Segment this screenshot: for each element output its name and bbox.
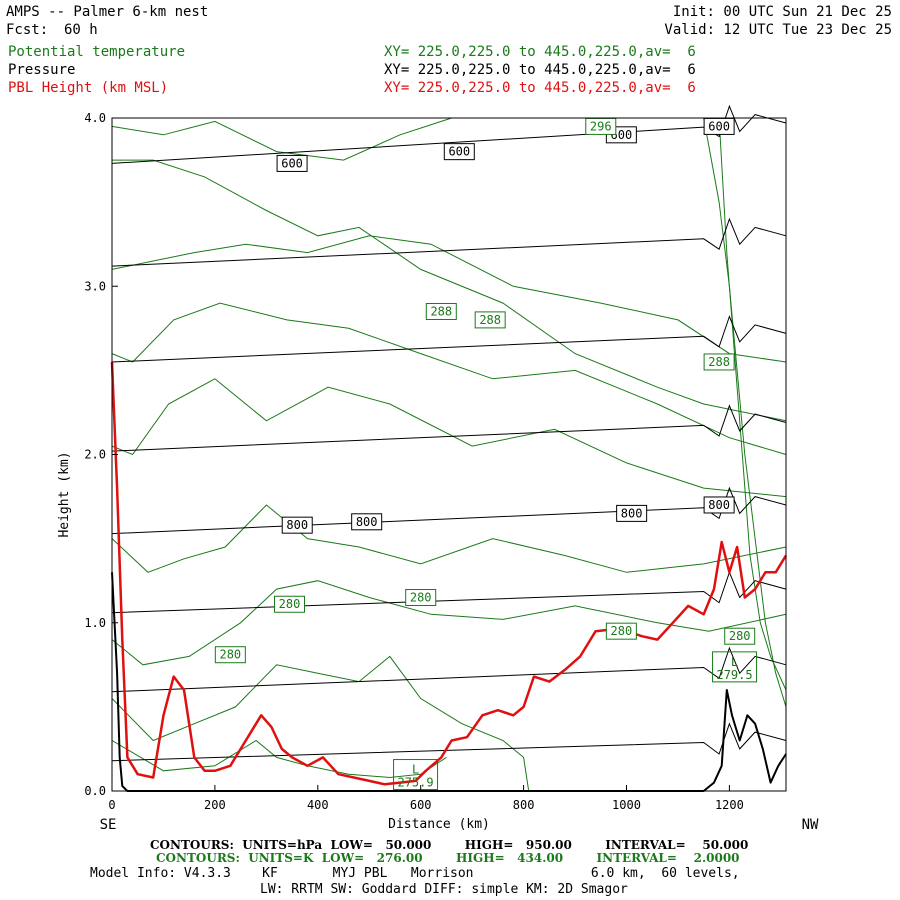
- theta-contour-line: [111, 378, 787, 498]
- y-tick-label: 1.0: [84, 616, 106, 630]
- x-tick-label: 0: [108, 798, 115, 812]
- contour-label-text: 800: [621, 506, 643, 520]
- contour-label-text: 280: [611, 624, 633, 638]
- left-end-label: SE: [100, 817, 117, 833]
- footer-pressure-contours: CONTOURS: UNITS=hPa LOW= 50.000 HIGH= 95…: [150, 838, 749, 852]
- pressure-contour-line: [111, 404, 787, 452]
- x-tick-label: 600: [410, 798, 432, 812]
- pressure-contour-line: [111, 646, 787, 693]
- low-marker-letter: L: [731, 655, 738, 669]
- contour-label-box: [605, 622, 637, 640]
- contour-label-text: 280: [729, 629, 751, 643]
- pressure-contour-line: [111, 217, 787, 267]
- y-tick-label: 0.0: [84, 784, 106, 798]
- contour-label-text: 288: [479, 313, 501, 327]
- theta-contour-line: [111, 504, 787, 573]
- theta-contour-line: [718, 117, 787, 691]
- y-tick-label: 2.0: [84, 448, 106, 462]
- low-marker-box: [712, 651, 758, 683]
- data-series: [110, 361, 788, 792]
- contour-label-text: 600: [708, 119, 730, 133]
- contour-label-text: 600: [281, 156, 303, 170]
- terrain-line: [111, 572, 787, 792]
- low-marker-box: [393, 759, 439, 791]
- contour-label-box: [405, 589, 437, 607]
- contour-label-text: 280: [219, 648, 241, 662]
- field-name-theta: Potential temperature: [8, 44, 186, 60]
- low-marker-letter: L: [412, 763, 419, 777]
- x-tick-label: 1000: [612, 798, 641, 812]
- theta-contour-line: [703, 117, 787, 708]
- contour-label-box: [274, 595, 306, 613]
- model-title: AMPS -- Palmer 6-km nest: [6, 4, 209, 20]
- valid-time: Valid: 12 UTC Tue 23 Dec 25: [664, 22, 892, 38]
- pbl-height-line: [110, 361, 788, 786]
- theta-contour-line: [111, 580, 787, 666]
- field-name-pressure: Pressure: [8, 62, 76, 78]
- contour-label-box: [724, 627, 756, 645]
- x-tick-label: 1200: [715, 798, 744, 812]
- contour-label-text: 280: [279, 597, 301, 611]
- x-tick-label: 400: [307, 798, 329, 812]
- contour-label-box: [276, 154, 308, 172]
- footer-model-info: Model Info: V4.3.3 KF MYJ PBL Morrison 6…: [90, 866, 740, 881]
- pressure-contour-line: [111, 315, 787, 363]
- init-time: Init: 00 UTC Sun 21 Dec 25: [672, 4, 892, 20]
- theta-contour-line: [111, 739, 447, 779]
- contour-label-text: 280: [410, 591, 432, 605]
- contour-label-box: [443, 143, 475, 161]
- theta-contour-line: [111, 235, 787, 363]
- contour-label-box: [474, 311, 506, 329]
- x-axis-label: Distance (km): [388, 817, 490, 832]
- footer-physics-info: LW: RRTM SW: Goddard DIFF: simple KM: 2D…: [260, 882, 628, 897]
- contour-label-box: [214, 646, 246, 664]
- contour-label-text: 296: [590, 119, 612, 133]
- pressure-contour-line: [111, 722, 787, 762]
- axes: 0 200 400 600 800 1000 1200 0.0 1.0 2.0 3.0 4.0 Dist…: [57, 111, 819, 833]
- theta-contour-line: [111, 117, 452, 161]
- pressure-contour-line: [111, 486, 787, 535]
- fcst-value: 60 h: [64, 22, 98, 38]
- x-tick-label: 800: [513, 798, 535, 812]
- x-tick-label: 200: [204, 798, 226, 812]
- contour-label-box: [616, 504, 648, 522]
- footer-theta-contours: CONTOURS: UNITS=K LOW= 276.00 HIGH= 434.…: [156, 851, 740, 865]
- contour-label-box: [425, 302, 457, 320]
- contour-label-text: 288: [430, 304, 452, 318]
- y-tick-label: 4.0: [84, 111, 106, 125]
- field-xy-theta: XY= 225.0,225.0 to 445.0,225.0,av= 6: [384, 44, 696, 60]
- low-marker-value: 279.5: [716, 668, 752, 682]
- y-tick-label: 3.0: [84, 279, 106, 293]
- contour-label-text: 600: [448, 145, 470, 159]
- field-xy-pressure: XY= 225.0,225.0 to 445.0,225.0,av= 6: [384, 62, 696, 78]
- field-xy-pbl: XY= 225.0,225.0 to 445.0,225.0,av= 6: [384, 80, 696, 96]
- contour-label-box: [703, 353, 735, 371]
- theta-contour-line: [112, 159, 787, 422]
- contour-label-text: 800: [708, 498, 730, 512]
- contour-label-box: [281, 516, 313, 534]
- theta-contours: [111, 117, 787, 792]
- y-axis-label: Height (km): [57, 451, 72, 537]
- field-name-pbl: PBL Height (km MSL): [8, 80, 169, 96]
- right-end-label: NW: [802, 817, 819, 833]
- theta-contour-line: [111, 302, 787, 455]
- pressure-contours: [111, 104, 787, 762]
- low-marker-value: 275.9: [397, 776, 433, 790]
- contour-label-text: 800: [356, 515, 378, 529]
- contour-label-box: [351, 513, 383, 531]
- fcst-label: Fcst:: [6, 22, 49, 38]
- contour-label-text: 288: [708, 355, 730, 369]
- contour-label-box: [703, 496, 735, 514]
- pressure-contour-line: [111, 570, 787, 614]
- plot-frame: [111, 117, 787, 792]
- contour-label-text: 800: [286, 518, 308, 532]
